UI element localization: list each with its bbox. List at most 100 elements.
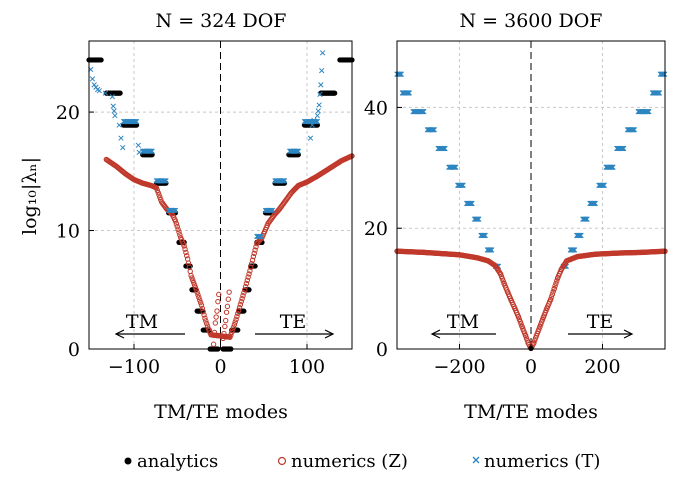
numerics-z-point <box>189 275 195 281</box>
panel-left-grid <box>89 41 352 349</box>
numerics-z-point <box>240 292 246 299</box>
numerics-z-point <box>174 223 180 230</box>
numerics-t-point <box>149 148 155 154</box>
numerics-t-point <box>319 67 325 74</box>
numerics-t-point <box>431 127 437 133</box>
legend-numerics-z-label: numerics (Z) <box>291 451 408 472</box>
tm-label-right: TM <box>447 311 479 333</box>
numerics-z-point <box>190 279 197 286</box>
analytics-point <box>235 327 241 333</box>
numerics-z-point <box>242 283 249 290</box>
numerics-z-point <box>191 282 198 288</box>
numerics-z-point <box>229 329 235 336</box>
numerics-z-point <box>231 322 238 328</box>
numerics-t-point <box>102 90 109 96</box>
numerics-z-point <box>554 278 560 284</box>
numerics-z-point <box>227 334 233 340</box>
numerics-t-point <box>281 178 288 184</box>
numerics-z-point <box>229 327 236 333</box>
numerics-z-point <box>181 243 187 249</box>
numerics-z-point <box>230 324 237 331</box>
y-tick-label: 40 <box>364 97 388 119</box>
numerics-t-point <box>469 200 475 207</box>
numerics-t-point <box>317 91 323 97</box>
numerics-t-point <box>269 207 276 214</box>
numerics-t-point <box>116 122 122 128</box>
numerics-t-point <box>258 233 264 240</box>
numerics-z-point <box>250 253 257 260</box>
numerics-z-point <box>523 335 530 341</box>
panel-right-annotations: TM TE <box>430 311 634 339</box>
legend-analytics-marker <box>124 457 132 465</box>
numerics-t-point <box>172 207 179 214</box>
numerics-z-point <box>552 283 558 289</box>
numerics-t-point <box>171 207 177 214</box>
numerics-t-point <box>460 182 466 188</box>
panel-left: N = 324 DOF TM TE −100 0 100 0 10 20 TM/TE mo… <box>19 10 355 423</box>
panel-right-ticks: −200 0 200 0 20 40 <box>364 97 621 378</box>
numerics-t-point <box>133 118 140 125</box>
numerics-t-point <box>118 135 124 141</box>
x-tick-label: 0 <box>214 356 226 378</box>
x-tick-label: −100 <box>108 356 160 378</box>
numerics-t-point <box>476 216 482 222</box>
numerics-z-point <box>235 310 241 317</box>
numerics-z-point <box>176 229 182 235</box>
numerics-t-point <box>89 76 96 82</box>
numerics-t-point <box>482 232 488 239</box>
panel-right-xlabel: TM/TE modes <box>464 401 598 423</box>
numerics-z-point <box>195 292 201 298</box>
numerics-z-point <box>182 246 188 252</box>
y-tick-label: 20 <box>364 218 388 240</box>
panel-right-grid <box>397 41 665 349</box>
numerics-z-point <box>203 318 209 324</box>
panel-left-ticks: −100 0 100 0 10 20 <box>56 102 325 378</box>
numerics-z-point <box>154 187 161 193</box>
numerics-t-point <box>592 200 598 207</box>
numerics-z-point <box>522 333 529 339</box>
arrow-head <box>623 329 634 339</box>
numerics-z-point <box>248 264 254 270</box>
numerics-z-point <box>202 315 208 321</box>
numerics-z-point <box>201 312 207 318</box>
numerics-z-point <box>211 329 218 336</box>
numerics-z-point <box>214 308 220 314</box>
numerics-z-point <box>244 277 251 283</box>
y-axis-label: log₁₀|λₙ| <box>19 157 41 235</box>
numerics-t-point <box>120 144 126 151</box>
numerics-z-point <box>194 289 200 296</box>
numerics-t-point <box>314 112 321 119</box>
numerics-t-point <box>398 71 404 77</box>
numerics-z-point <box>197 297 203 303</box>
numerics-z-point <box>213 314 219 320</box>
numerics-z-point <box>249 257 256 263</box>
numerics-t-point <box>584 216 590 222</box>
numerics-t-point <box>133 118 139 125</box>
numerics-z-point <box>215 298 221 305</box>
numerics-t-point <box>135 142 141 148</box>
y-tick-label: 0 <box>376 339 388 361</box>
numerics-t-point <box>315 108 321 114</box>
numerics-z-point <box>235 307 242 314</box>
numerics-t-point <box>256 233 263 240</box>
numerics-t-point <box>621 145 627 152</box>
numerics-z-point <box>190 277 196 283</box>
numerics-z-point <box>243 280 250 287</box>
analytics-point <box>332 90 338 96</box>
numerics-t-point <box>136 149 142 156</box>
numerics-t-point <box>110 103 116 109</box>
y-tick-label: 0 <box>68 339 80 361</box>
te-label-right: TE <box>587 311 614 333</box>
numerics-t-point <box>314 118 321 125</box>
numerics-z-point <box>234 313 240 320</box>
numerics-z-point <box>216 291 222 298</box>
panel-right: N = 3600 DOF TM TE −200 0 200 0 20 40 TM/TE m… <box>364 10 668 423</box>
numerics-t-point <box>316 102 322 108</box>
numerics-t-point <box>111 108 117 114</box>
numerics-t-point <box>268 207 274 214</box>
numerics-t-point <box>489 247 495 253</box>
numerics-z-point <box>153 185 160 191</box>
numerics-t-point <box>148 148 154 154</box>
analytics-point <box>117 90 123 96</box>
